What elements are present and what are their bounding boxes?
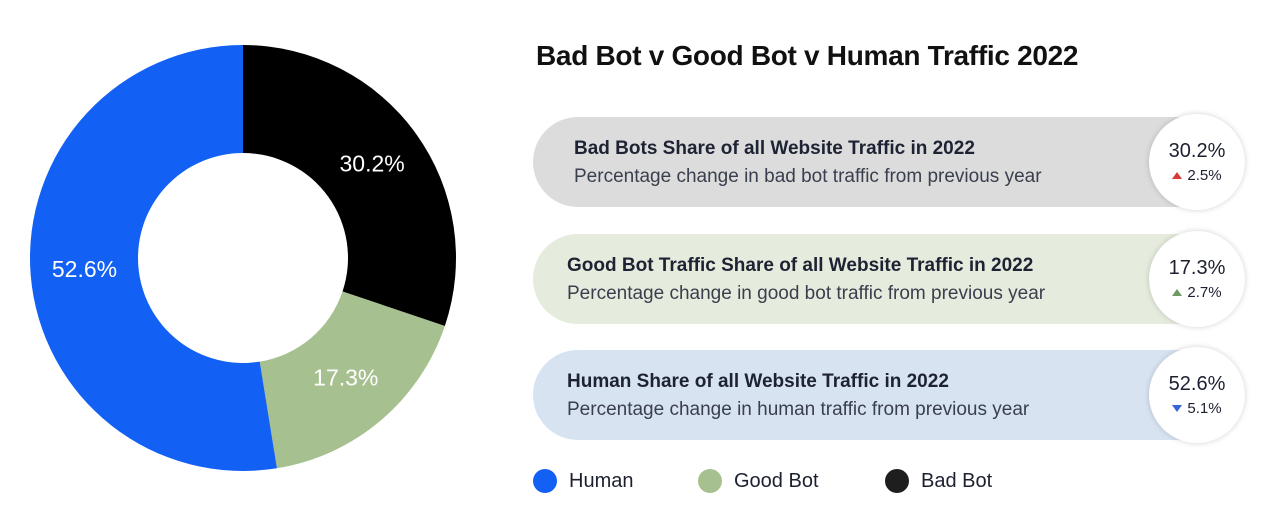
legend-label: Human bbox=[569, 469, 634, 492]
change-value: 2.7% bbox=[1187, 284, 1222, 301]
arrow-down-icon bbox=[1172, 405, 1183, 412]
card-good-bots: Good Bot Traffic Share of all Website Tr… bbox=[533, 231, 1245, 327]
change-value: 5.1% bbox=[1187, 400, 1222, 417]
share-value: 30.2% bbox=[1168, 140, 1226, 162]
arrow-up-icon bbox=[1172, 289, 1183, 296]
value-circle: 30.2% 2.5% bbox=[1149, 114, 1245, 210]
legend: Human Good Bot Bad Bot bbox=[533, 469, 1233, 497]
card-bad-bots: Bad Bots Share of all Website Traffic in… bbox=[533, 114, 1245, 210]
value-circle: 17.3% 2.7% bbox=[1149, 231, 1245, 327]
card-subtext: Percentage change in human traffic from … bbox=[567, 399, 1030, 420]
share-value: 17.3% bbox=[1168, 257, 1226, 279]
change-value: 2.5% bbox=[1187, 167, 1222, 184]
card-heading: Bad Bots Share of all Website Traffic in… bbox=[574, 138, 975, 159]
slice-label-good-bot: 17.3% bbox=[313, 364, 378, 390]
slice-label-human: 52.6% bbox=[52, 256, 117, 282]
value-circle: 52.6% 5.1% bbox=[1149, 347, 1245, 443]
legend-swatch bbox=[885, 469, 909, 493]
legend-item-bad-bot: Bad Bot bbox=[885, 469, 992, 493]
card-human: Human Share of all Website Traffic in 20… bbox=[533, 347, 1245, 443]
legend-swatch bbox=[533, 469, 557, 493]
change-indicator: 2.5% bbox=[1172, 167, 1222, 184]
slice-label-bad-bot: 30.2% bbox=[340, 150, 405, 176]
legend-item-good-bot: Good Bot bbox=[698, 469, 819, 493]
card-heading: Good Bot Traffic Share of all Website Tr… bbox=[567, 255, 1034, 276]
change-indicator: 5.1% bbox=[1172, 400, 1222, 417]
legend-swatch bbox=[698, 469, 722, 493]
slice-human bbox=[30, 45, 277, 471]
donut-chart: 30.2% 17.3% 52.6% bbox=[30, 45, 456, 471]
card-heading: Human Share of all Website Traffic in 20… bbox=[567, 371, 949, 392]
share-value: 52.6% bbox=[1168, 373, 1226, 395]
chart-title: Bad Bot v Good Bot v Human Traffic 2022 bbox=[536, 40, 1079, 71]
legend-label: Bad Bot bbox=[921, 469, 993, 492]
card-subtext: Percentage change in good bot traffic fr… bbox=[567, 283, 1046, 304]
arrow-up-icon bbox=[1172, 172, 1183, 179]
slice-good-bot bbox=[259, 291, 445, 469]
legend-item-human: Human bbox=[533, 469, 633, 493]
slice-bad-bot bbox=[243, 45, 456, 326]
change-indicator: 2.7% bbox=[1172, 284, 1222, 301]
legend-label: Good Bot bbox=[734, 469, 819, 492]
card-subtext: Percentage change in bad bot traffic fro… bbox=[574, 166, 1042, 187]
